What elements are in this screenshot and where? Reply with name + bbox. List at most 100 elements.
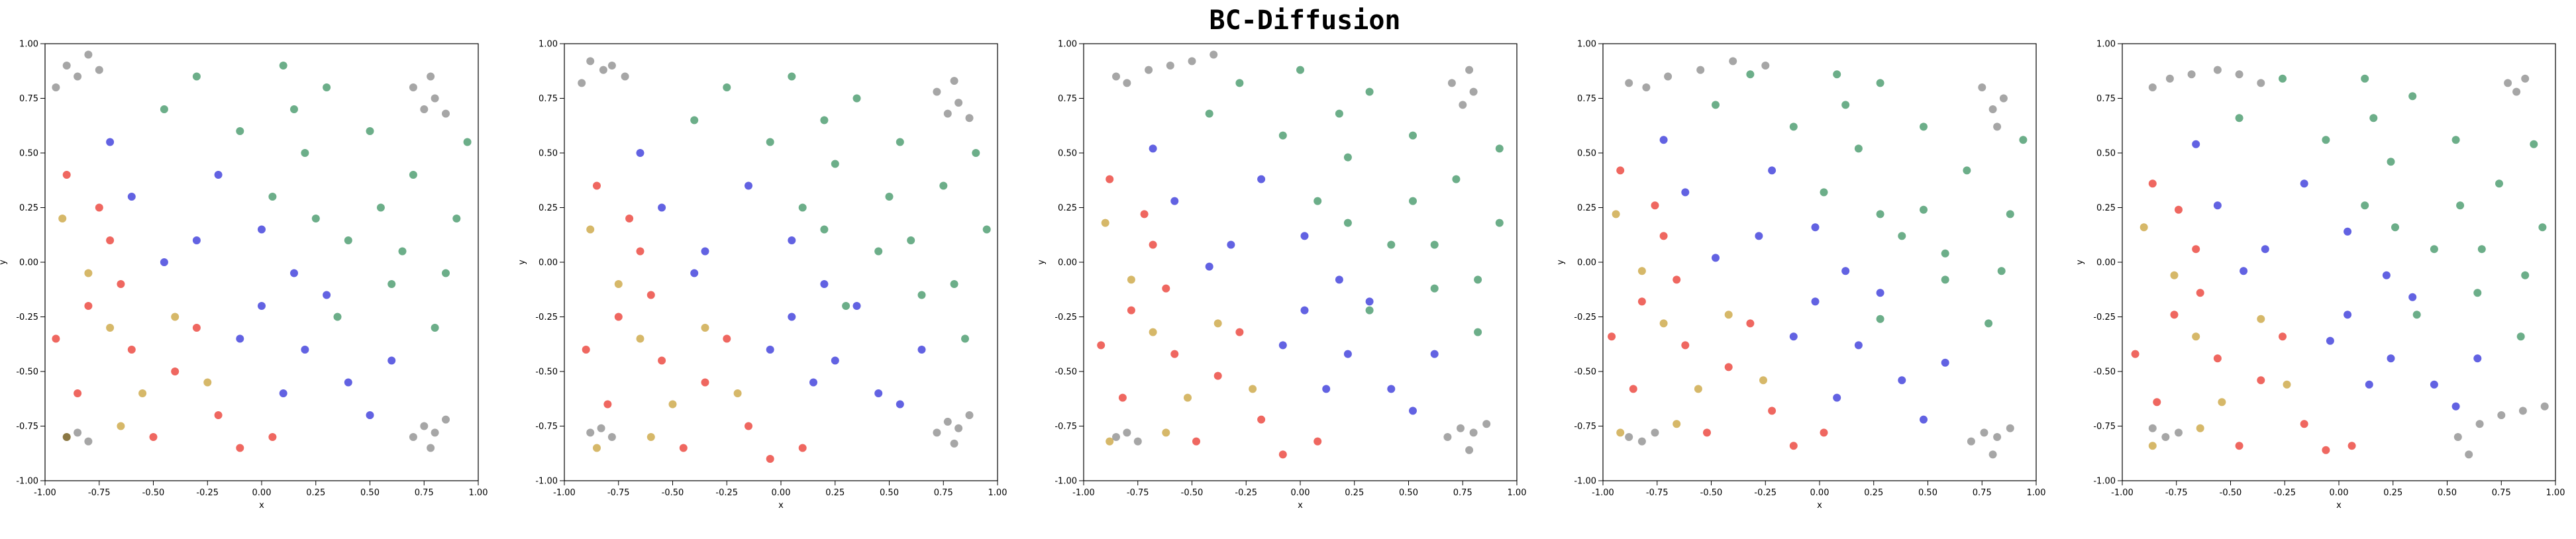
scatter-point [1876,79,1884,87]
scatter-point [943,417,952,426]
scatter-point [1833,393,1841,402]
y-tick-label: -1.00 [1574,477,1596,487]
scatter-point [2213,354,2222,363]
scatter-point [586,57,595,66]
y-tick-label: -0.25 [1574,313,1596,322]
y-tick-label: 0.25 [2096,203,2116,213]
scatter-point [106,138,115,146]
scatter-point [1210,50,1218,59]
x-tick-label: 1.00 [469,488,488,498]
scatter-point [1659,319,1668,328]
scatter-point [1978,83,1986,91]
scatter-point [1452,175,1461,183]
scatter-point [84,50,93,59]
scatter-point [1724,311,1733,319]
scatter-point [2453,433,2462,441]
x-tick-label: 0.00 [1291,488,1310,498]
scatter-point [1820,188,1828,197]
x-tick-label: 0.25 [1864,488,1883,498]
x-tick-label: 0.50 [1918,488,1937,498]
x-tick-label: -0.75 [1127,488,1149,498]
scatter-point [896,400,904,409]
scatter-point [788,313,796,321]
scatter-point [766,138,774,146]
scatter-point [2465,450,2473,459]
scatter-point [788,236,796,244]
scatter-point [2540,402,2549,411]
scatter-point [831,356,839,365]
scatter-point [1993,122,2002,131]
scatter-point [279,62,287,70]
scatter-point [2408,293,2417,301]
scatter-point [917,346,926,354]
x-tick-label: 0.00 [1810,488,1829,498]
scatter-point [701,324,709,332]
scatter-point [1651,201,1659,210]
y-tick-label: -0.50 [1055,368,1077,377]
scatter-point [2161,433,2170,441]
scatter-point [1213,319,1222,328]
scatter-point [2344,311,2352,319]
x-tick-label: -1.00 [1072,488,1095,498]
y-tick-label: -0.75 [1574,422,1596,432]
scatter-point [1980,428,1988,437]
scatter-point [646,433,655,441]
scatter-point [84,269,93,277]
scatter-point [1659,232,1668,240]
scatter-point [214,411,223,419]
x-axis-label: x [2336,501,2342,511]
scatter-point [1257,415,1266,424]
scatter-point [1335,109,1343,118]
scatter-point [614,313,623,321]
x-tick-label: 0.25 [825,488,845,498]
scatter-point [84,437,93,446]
y-tick-label: 0.75 [539,94,558,104]
scatter-point [117,280,125,288]
scatter-point [1443,433,1452,441]
scatter-point [1694,385,1702,393]
y-axis-label: y [517,260,527,265]
scatter-point [1495,219,1504,227]
scatter-point [933,87,941,96]
scatter-point [106,324,115,332]
scatter-point [1170,197,1179,205]
scatter-point [2451,402,2460,411]
scatter-point [2235,442,2243,450]
scatter-point [1920,205,1928,214]
scatter-point [431,428,439,437]
scatter-points [1097,50,1504,459]
scatter-point [2218,398,2226,407]
scatter-point [658,203,666,212]
scatter-point [2196,424,2204,432]
scatter-point [427,444,435,452]
x-tick-label: -0.50 [1181,488,1204,498]
scatter-point [2300,179,2308,188]
scatter-point [1703,428,1711,437]
scatter-point [420,422,429,430]
scatter-point [1145,66,1153,74]
y-tick-label: 0.50 [19,149,38,159]
x-tick-label: 0.50 [880,488,899,498]
scatter-point [1387,385,1396,393]
scatter-point [1746,319,1755,328]
scatter-point [607,62,616,70]
scatter-point [1097,341,1106,350]
scatter-point [236,334,244,343]
scatter-point [2326,336,2334,345]
x-tick-label: 0.25 [2383,488,2402,498]
scatter-point [2235,70,2243,79]
scatter-point [1984,319,1993,328]
x-axis-label: x [1817,501,1822,511]
scatter-point [701,378,709,387]
scatter-point [1673,275,1681,284]
scatter-point [95,66,103,74]
scatter-point [52,83,60,91]
scatter-point [1101,219,1109,227]
scatter-point [2430,245,2438,254]
scatter-point [1469,87,1478,96]
scatter-point [2530,140,2538,148]
scatter-point [1162,428,1170,437]
scatter-point [258,302,266,310]
scatter-point [636,247,644,256]
x-tick-label: -0.25 [1754,488,1777,498]
